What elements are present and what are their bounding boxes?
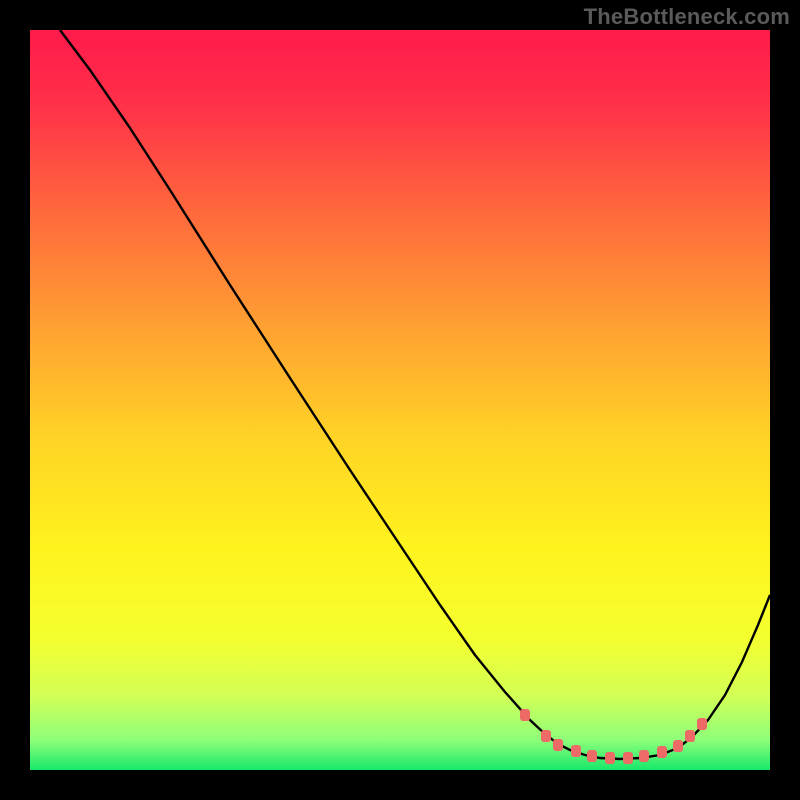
trough-marker xyxy=(605,752,615,764)
trough-marker xyxy=(520,709,530,721)
watermark-label: TheBottleneck.com xyxy=(584,4,790,30)
trough-marker xyxy=(587,750,597,762)
trough-marker xyxy=(673,740,683,752)
trough-marker xyxy=(685,730,695,742)
chart-plot xyxy=(30,30,770,770)
trough-marker xyxy=(657,746,667,758)
trough-marker xyxy=(623,752,633,764)
chart-background xyxy=(30,30,770,770)
trough-marker xyxy=(639,750,649,762)
trough-marker xyxy=(697,718,707,730)
trough-marker xyxy=(571,745,581,757)
chart-frame: TheBottleneck.com xyxy=(0,0,800,800)
chart-svg xyxy=(30,30,770,770)
trough-marker xyxy=(541,730,551,742)
trough-marker xyxy=(553,739,563,751)
